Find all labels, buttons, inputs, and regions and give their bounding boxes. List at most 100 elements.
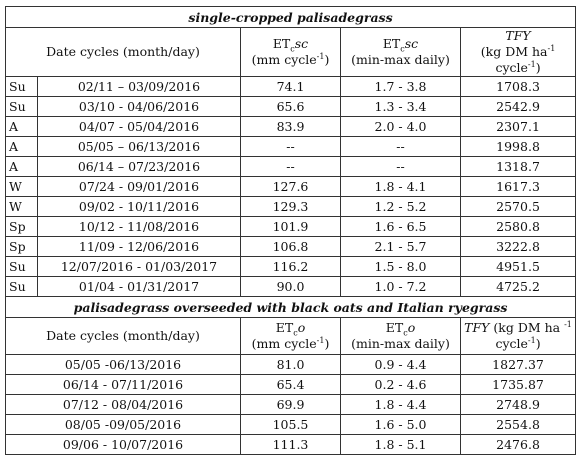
et-range-unit: (min-max daily) — [351, 52, 450, 67]
table-row: 05/05 -06/13/2016 81.0 0.9 - 4.4 1827.37 — [5, 354, 577, 375]
et-cycle-cell: 101.9 — [240, 216, 341, 237]
date-cycle-cell: 09/06 - 10/07/2016 — [5, 434, 241, 455]
season-cell: Sp — [5, 216, 38, 237]
evapotranspiration-table: single-cropped palisadegrass Date cycles… — [4, 6, 577, 455]
tfy-label: TFY — [505, 28, 531, 44]
table-row: W 09/02 - 10/11/2016 129.3 1.2 - 5.2 2570.5 — [5, 196, 577, 217]
et-unit-exponent: -1 — [316, 335, 325, 345]
season-cell: A — [5, 116, 38, 137]
date-cycle-cell: 07/24 - 09/01/2016 — [37, 176, 241, 197]
tfy-cell: 4951.5 — [459, 256, 577, 277]
date-cycle-cell: 04/07 - 05/04/2016 — [37, 116, 241, 137]
tfy-cell: 1827.37 — [459, 354, 577, 375]
date-cycle-cell: 06/14 – 07/23/2016 — [37, 156, 241, 177]
date-cycle-cell: 10/12 - 11/08/2016 — [37, 216, 241, 237]
et-daily-range-cell: 1.3 - 3.4 — [340, 96, 461, 117]
et-cycle-cell: 90.0 — [240, 276, 341, 297]
section-2-title: palisadegrass overseeded with black oats… — [4, 296, 577, 318]
tfy-cell: 4725.2 — [459, 276, 577, 297]
season-cell: W — [5, 176, 38, 197]
table-row: 06/14 - 07/11/2016 65.4 0.2 - 4.6 1735.87 — [5, 374, 577, 395]
et-daily-range-cell: 1.7 - 3.8 — [340, 76, 461, 97]
section-2-et-header: ETco (mm cycle-1) — [240, 317, 341, 355]
table-row: 08/05 -09/05/2016 105.5 1.6 - 5.0 2554.8 — [5, 414, 577, 435]
et-cycle-cell: 111.3 — [240, 434, 341, 455]
et-daily-range-cell: 1.5 - 8.0 — [340, 256, 461, 277]
et-cycle-cell: 65.4 — [240, 374, 341, 395]
et-subscript: c — [293, 328, 298, 338]
et-daily-range-cell: 1.8 - 4.1 — [340, 176, 461, 197]
date-cycle-cell: 07/12 - 08/04/2016 — [5, 394, 241, 415]
section-2-et-range-header: ETco (min-max daily) — [340, 317, 461, 355]
et-daily-range-cell: 0.2 - 4.6 — [340, 374, 461, 395]
tfy-unit-cycle: cycle — [495, 60, 528, 75]
table-row: Su 03/10 - 04/06/2016 65.6 1.3 - 3.4 2542.9 — [5, 96, 577, 117]
tfy-unit-close: ) — [535, 60, 541, 75]
date-cycle-cell: 08/05 -09/05/2016 — [5, 414, 241, 435]
tfy-cell: 1708.3 — [459, 76, 577, 97]
table-row: Su 12/07/2016 - 01/03/2017 116.2 1.5 - 8.0 4… — [5, 256, 577, 277]
et-cycle-cell: 129.3 — [240, 196, 341, 217]
tfy-unit-exponent-2: -1 — [527, 59, 536, 69]
et-cycle-cell: 83.9 — [240, 116, 341, 137]
et-daily-range-cell: 2.1 - 5.7 — [340, 236, 461, 257]
et-daily-range-cell: 1.8 - 5.1 — [340, 434, 461, 455]
data-table-wrapper: single-cropped palisadegrass Date cycles… — [4, 6, 577, 455]
et-daily-range-cell: 2.0 - 4.0 — [340, 116, 461, 137]
season-cell: Su — [5, 256, 38, 277]
et-cycle-cell: -- — [240, 136, 341, 157]
et-range-variable: sc — [404, 36, 419, 51]
tfy-cell: 2307.1 — [459, 116, 577, 137]
season-cell: Su — [5, 96, 38, 117]
table-row: A 06/14 – 07/23/2016 -- -- 1318.7 — [5, 156, 577, 177]
table-row: A 04/07 - 05/04/2016 83.9 2.0 - 4.0 2307.1 — [5, 116, 577, 137]
season-cell: Su — [5, 76, 38, 97]
date-header-label: Date cycles (month/day) — [46, 44, 200, 59]
et-cycle-cell: 127.6 — [240, 176, 341, 197]
tfy-cell: 1617.3 — [459, 176, 577, 197]
section-1-header-row: Date cycles (month/day) ETcsc (mm cycle-… — [5, 27, 577, 77]
section-1-et-header: ETcsc (mm cycle-1) — [240, 27, 341, 77]
et-range-subscript: c — [403, 328, 408, 338]
tfy-cell: 2476.8 — [459, 434, 577, 455]
date-cycle-cell: 12/07/2016 - 01/03/2017 — [37, 256, 241, 277]
et-range-unit: (min-max daily) — [351, 336, 450, 351]
season-cell: W — [5, 196, 38, 217]
tfy-cell: 2580.8 — [459, 216, 577, 237]
et-daily-range-cell: 0.9 - 4.4 — [340, 354, 461, 375]
et-variable: o — [297, 320, 306, 335]
tfy-cell: 1998.8 — [459, 136, 577, 157]
date-cycle-cell: 05/05 -06/13/2016 — [5, 354, 241, 375]
date-cycle-cell: 02/11 – 03/09/2016 — [37, 76, 241, 97]
et-unit-close: ) — [324, 52, 330, 67]
tfy-cell: 2748.9 — [459, 394, 577, 415]
et-unit-close: ) — [324, 336, 330, 351]
et-range-variable: o — [407, 320, 416, 335]
et-daily-range-cell: 1.6 - 6.5 — [340, 216, 461, 237]
date-cycle-cell: 09/02 - 10/11/2016 — [37, 196, 241, 217]
table-row: Sp 11/09 - 12/06/2016 106.8 2.1 - 5.7 3222.8 — [5, 236, 577, 257]
et-unit: (mm cycle — [251, 52, 317, 67]
tfy-label: TFY — [464, 320, 490, 335]
tfy-unit-cycle: cycle — [495, 336, 528, 351]
tfy-cell: 2554.8 — [459, 414, 577, 435]
et-cycle-cell: 106.8 — [240, 236, 341, 257]
et-daily-range-cell: 1.0 - 7.2 — [340, 276, 461, 297]
et-daily-range-cell: -- — [340, 156, 461, 177]
et-daily-range-cell: 1.2 - 5.2 — [340, 196, 461, 217]
section-2-tfy-header: TFY (kg DM ha -1 cycle-1) — [459, 317, 577, 355]
section-1-title-row: single-cropped palisadegrass — [4, 6, 577, 28]
tfy-unit-exponent-2: -1 — [527, 335, 536, 345]
section-2-date-header: Date cycles (month/day) — [5, 317, 241, 355]
et-range-subscript: c — [400, 44, 405, 54]
et-range-label: ET — [385, 320, 404, 335]
date-header-label: Date cycles (month/day) — [46, 328, 200, 343]
season-cell: Sp — [5, 236, 38, 257]
et-range-label: ET — [382, 36, 401, 51]
table-row: W 07/24 - 09/01/2016 127.6 1.8 - 4.1 1617.3 — [5, 176, 577, 197]
date-cycle-cell: 11/09 - 12/06/2016 — [37, 236, 241, 257]
tfy-unit: (kg DM ha — [480, 44, 548, 59]
et-cycle-cell: 116.2 — [240, 256, 341, 277]
section-1-et-range-header: ETcsc (min-max daily) — [340, 27, 461, 77]
date-cycle-cell: 06/14 - 07/11/2016 — [5, 374, 241, 395]
